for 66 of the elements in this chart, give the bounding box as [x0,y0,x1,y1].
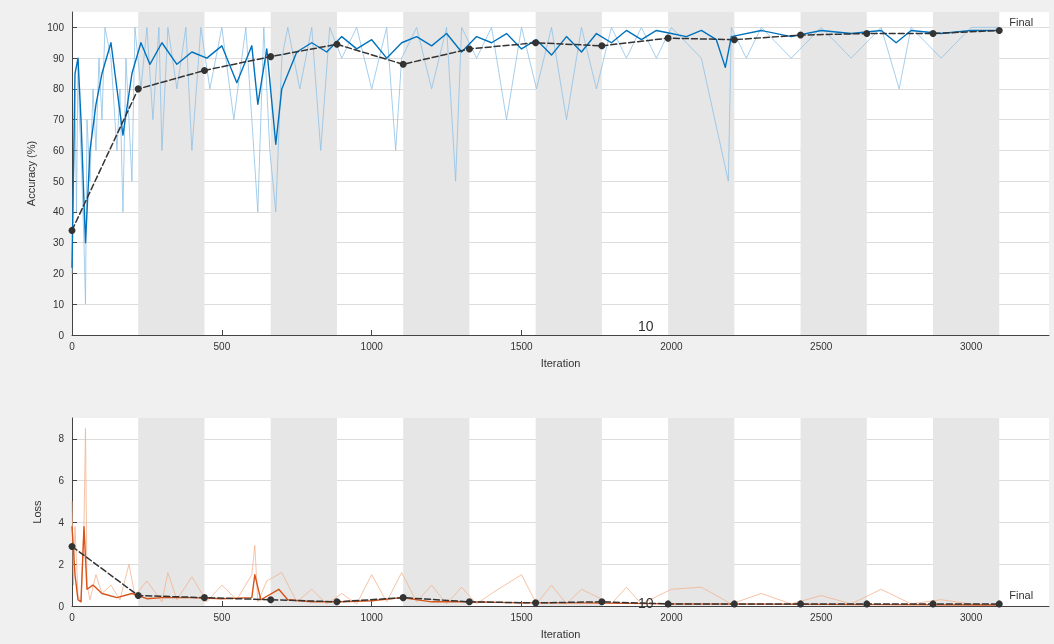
point [267,53,275,61]
point [68,226,76,234]
x-tick-label: 2500 [810,611,833,623]
point [863,30,871,38]
point [532,599,540,607]
x-tick-label: 1500 [510,611,534,623]
y-axis-title: Accuracy (%) [24,140,37,207]
point [267,596,275,604]
point [797,31,805,39]
point [929,30,937,38]
point [730,600,738,608]
point [995,600,1003,608]
point [134,85,142,93]
point [333,598,341,606]
point [664,34,672,42]
y-tick-label: 60 [52,144,65,156]
y-tick-label: 20 [52,267,65,279]
y-tick-label: 6 [58,475,65,487]
point [134,592,142,600]
annotation: Final [1009,589,1034,602]
y-tick-label: 10 [52,298,65,310]
point [68,542,76,550]
y-tick-label: 0 [58,600,65,612]
point [664,600,672,608]
x-tick-label: 1500 [510,340,534,352]
point [863,600,871,608]
point [995,26,1003,34]
point [333,40,341,48]
point [598,598,606,606]
y-tick-label: 30 [52,237,65,249]
point [730,36,738,44]
y-tick-label: 90 [52,52,65,64]
x-axis-title: Iteration [540,356,581,369]
x-tick-label: 1000 [360,611,384,623]
annotation: 10 [638,318,654,334]
x-tick-label: 3000 [959,340,983,352]
x-tick-label: 2000 [660,611,683,623]
point [532,39,540,47]
y-tick-label: 0 [58,329,65,341]
x-tick-label: 0 [69,611,76,623]
x-tick-label: 500 [213,611,231,623]
point [200,66,208,74]
point [598,42,606,50]
x-tick-label: 2000 [660,340,683,352]
point [465,45,473,53]
y-tick-label: 2 [58,558,65,570]
y-tick-label: 80 [52,83,65,95]
point [465,598,473,606]
y-axis-title: Loss [30,499,43,524]
x-axis-title: Iteration [540,627,581,640]
point [200,594,208,602]
x-tick-label: 3000 [959,611,983,623]
y-tick-label: 100 [47,21,65,33]
y-tick-label: 70 [52,114,65,126]
y-tick-label: 4 [58,516,65,528]
y-tick-label: 40 [52,206,65,218]
x-tick-label: 0 [69,340,76,352]
point [399,60,407,68]
y-tick-label: 8 [58,433,65,445]
point [797,600,805,608]
x-tick-label: 1000 [360,340,384,352]
x-tick-label: 2500 [810,340,833,352]
point [399,594,407,602]
y-tick-label: 50 [52,175,65,187]
annotation: Final [1009,15,1034,28]
x-tick-label: 500 [213,340,231,352]
